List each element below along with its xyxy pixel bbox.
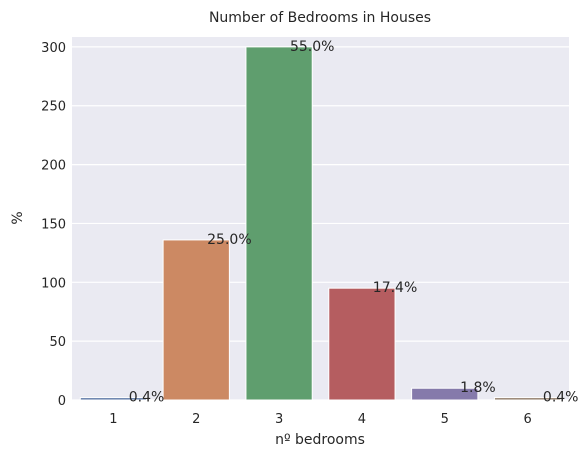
y-tick-label: 150 [41,217,66,232]
y-axis-label: % [10,211,26,224]
bar [411,387,479,401]
bar-annotation: 0.4% [129,390,165,406]
y-tick-label: 100 [41,276,66,291]
x-tick-label: 1 [109,412,117,427]
y-tick-label: 50 [49,335,66,350]
y-tick-label: 200 [41,159,66,174]
bar [162,239,230,401]
x-tick-label: 5 [441,412,449,427]
x-tick-label: 3 [275,412,283,427]
plot-area [72,37,569,400]
y-tick-label: 250 [41,100,66,115]
bar-annotation: 55.0% [290,39,334,55]
bar-annotation: 1.8% [460,380,496,396]
x-tick-label: 2 [192,412,200,427]
x-tick-label: 4 [358,412,366,427]
x-axis-label: nº bedrooms [275,432,365,448]
bar-annotation: 0.4% [543,390,579,406]
bar-annotation: 25.0% [207,232,251,248]
x-tick-label: 6 [523,412,531,427]
y-tick-label: 0 [58,394,66,409]
bar-annotation: 17.4% [373,280,417,296]
bar [245,46,313,401]
bar [79,397,148,401]
y-tick-label: 300 [41,41,66,56]
chart-title: Number of Bedrooms in Houses [209,10,431,26]
bar [328,287,396,401]
bar [493,397,562,401]
